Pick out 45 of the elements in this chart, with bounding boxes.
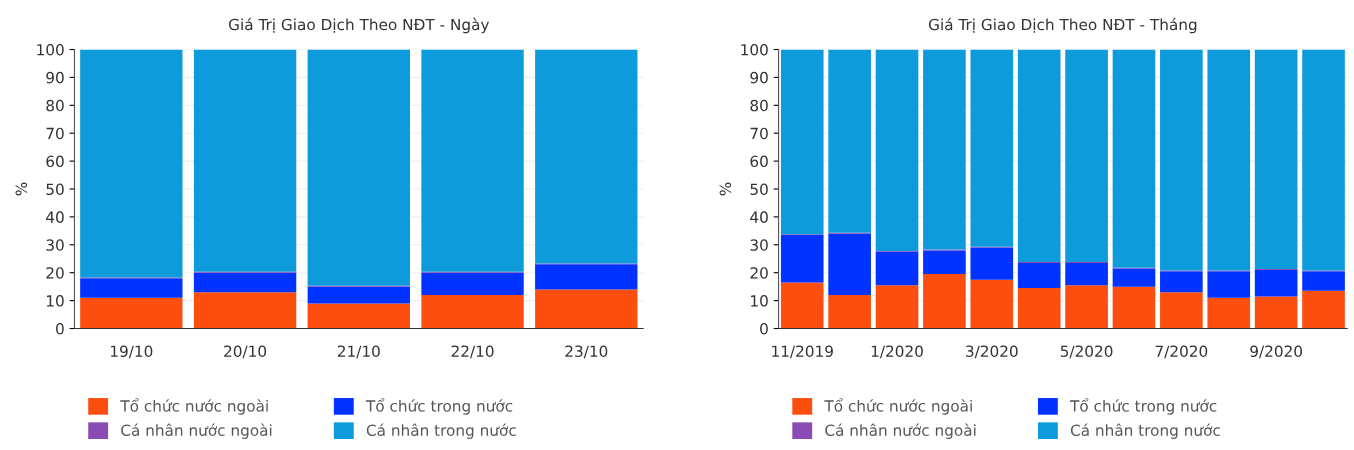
y-tick-label: 70: [750, 127, 768, 140]
y-tick-label: 40: [46, 211, 64, 223]
y-tick-label: 0: [760, 322, 768, 335]
y-tick-label: 50: [46, 183, 64, 196]
y-tick-label: 80: [750, 99, 768, 112]
y-tick-label: 10: [751, 295, 768, 307]
y-axis-title: %: [15, 182, 28, 196]
x-tick-label: 19/10: [111, 345, 153, 359]
y-tick-label: 100: [741, 43, 768, 56]
y-tick-label: 50: [750, 183, 768, 196]
x-tick-label: 11/2019: [772, 345, 833, 359]
y-tick-label: 0: [56, 322, 64, 335]
y-tick-label: 60: [750, 155, 768, 168]
x-tick-label: 9/2020: [1250, 345, 1302, 359]
x-tick-label: 3/2020: [966, 345, 1018, 359]
x-tick-label: 23/10: [565, 345, 608, 359]
x-tick-label: 5/2020: [1060, 345, 1113, 359]
y-tick-label: 20: [46, 267, 64, 279]
y-tick-label: 80: [46, 99, 64, 112]
legend-label: Tổ chức nước ngoài: [120, 398, 268, 415]
y-tick-label: 90: [750, 71, 768, 84]
y-tick-label: 20: [750, 267, 768, 279]
legend-label: Tổ chức trong nước: [365, 398, 513, 415]
x-tick-label: 22/10: [451, 345, 494, 359]
y-axis-title: %: [719, 182, 732, 196]
y-tick-label: 100: [37, 43, 64, 56]
chart-title: Giá Trị Giao Dịch Theo NĐT - Tháng: [928, 17, 1197, 34]
x-tick-label: 1/2020: [871, 345, 923, 359]
x-tick-label: 7/2020: [1155, 345, 1208, 359]
legend-label: Cá nhân nước ngoài: [121, 423, 272, 439]
x-tick-label: 20/10: [224, 345, 267, 359]
y-tick-label: 70: [46, 127, 64, 140]
legend-label: Cá nhân nước ngoài: [825, 423, 976, 439]
y-tick-label: 10: [46, 295, 64, 307]
y-tick-label: 90: [46, 71, 64, 84]
y-tick-label: 30: [46, 239, 64, 251]
legend-label: Tổ chức trong nước: [1069, 398, 1217, 415]
y-tick-label: 60: [46, 155, 64, 168]
legend-label: Cá nhân trong nước: [366, 423, 516, 439]
y-tick-label: 40: [750, 211, 768, 223]
chart-title: Giá Trị Giao Dịch Theo NĐT - Ngày: [229, 17, 490, 34]
legend-label: Cá nhân trong nước: [1070, 423, 1220, 439]
y-tick-label: 30: [750, 239, 768, 251]
legend-label: Tổ chức nước ngoài: [824, 398, 972, 415]
x-tick-label: 21/10: [337, 345, 380, 359]
